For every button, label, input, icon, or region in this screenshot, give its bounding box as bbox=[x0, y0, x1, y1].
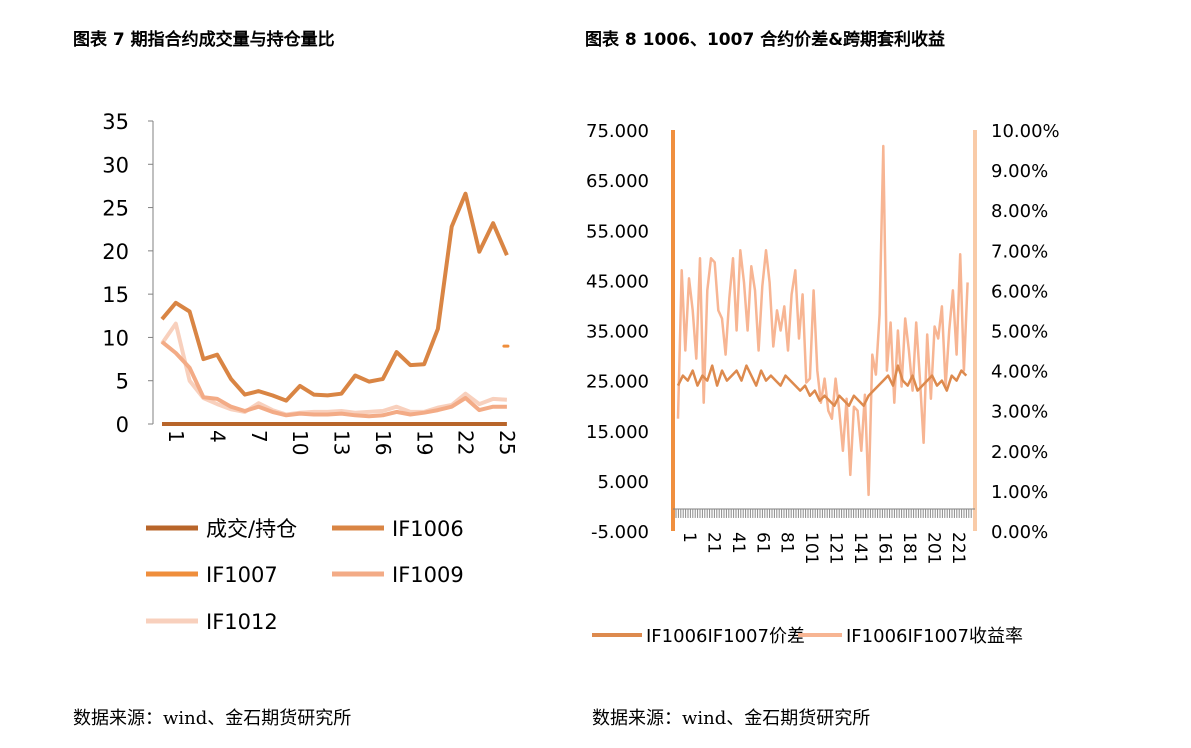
x-tick-label: 22 bbox=[454, 430, 478, 455]
left-y-tick-label: -5.000 bbox=[591, 522, 649, 543]
series-line-if1006 bbox=[160, 191, 509, 403]
right-chart: 75.00065.00055.00045.00035.00025.00015.0… bbox=[586, 121, 1060, 647]
legend-label: IF1009 bbox=[392, 563, 464, 587]
left-y-tick-label: 75.000 bbox=[586, 121, 649, 142]
x-tick-label: 181 bbox=[899, 532, 919, 564]
series-line-if1012 bbox=[160, 321, 508, 417]
y-tick-label: 10 bbox=[102, 326, 129, 350]
x-tick-label: 41 bbox=[728, 532, 748, 554]
x-axis-minor-ticks bbox=[675, 508, 972, 518]
left-y-tick-label: 35.000 bbox=[586, 322, 649, 343]
x-tick-label: 1 bbox=[679, 532, 699, 543]
left-y-tick-label: 5.000 bbox=[597, 472, 649, 493]
x-tick-label: 221 bbox=[948, 532, 968, 564]
x-tick-label: 161 bbox=[875, 532, 895, 564]
left-y-tick-label: 55.000 bbox=[586, 221, 649, 242]
right-y-tick-label: 0.00% bbox=[991, 522, 1048, 543]
x-tick-label: 13 bbox=[330, 430, 354, 455]
x-tick-label: 10 bbox=[288, 430, 312, 455]
left-y-tick-label: 15.000 bbox=[586, 422, 649, 443]
right-source-note: 数据来源：wind、金石期货研究所 bbox=[592, 708, 871, 729]
y-tick-label: 15 bbox=[102, 283, 129, 307]
x-tick-label: 16 bbox=[371, 430, 395, 455]
legend-label: IF1007 bbox=[206, 563, 278, 587]
left-y-tick-label: 65.000 bbox=[586, 171, 649, 192]
legend-label: IF1006IF1007价差 bbox=[646, 626, 805, 647]
x-tick-label: 81 bbox=[777, 532, 797, 554]
legend-label: IF1006 bbox=[392, 517, 464, 541]
left-y-tick-label: 25.000 bbox=[586, 372, 649, 393]
series-line-spread bbox=[676, 364, 968, 407]
x-tick-label: 201 bbox=[923, 532, 943, 564]
y-tick-label: 5 bbox=[116, 370, 129, 394]
x-tick-label: 19 bbox=[412, 430, 436, 455]
right-y-tick-label: 3.00% bbox=[991, 402, 1048, 423]
left-chart: 0 5 10 15 20 25 30 35 1 4 7 10 13 16 19 22 25 成交/持仓 IF1006… bbox=[102, 110, 519, 634]
right-y-tick-label: 8.00% bbox=[991, 201, 1048, 222]
x-tick-label: 61 bbox=[752, 532, 772, 554]
left-chart-title: 图表 7 期指合约成交量与持仓量比 bbox=[73, 30, 335, 50]
right-y-tick-label: 6.00% bbox=[991, 281, 1048, 302]
y-tick-label: 25 bbox=[102, 197, 129, 221]
x-tick-label: 141 bbox=[850, 532, 870, 564]
right-y-tick-label: 1.00% bbox=[991, 482, 1048, 503]
x-tick-label: 121 bbox=[826, 532, 846, 564]
right-y-tick-label: 2.00% bbox=[991, 442, 1048, 463]
x-tick-label: 1 bbox=[164, 430, 188, 443]
right-y-tick-label: 10.00% bbox=[991, 121, 1060, 142]
left-y-tick-label: 45.000 bbox=[586, 271, 649, 292]
right-y-tick-label: 9.00% bbox=[991, 161, 1048, 182]
y-tick-label: 30 bbox=[102, 153, 129, 177]
legend-label: 成交/持仓 bbox=[206, 517, 297, 541]
right-y-tick-label: 4.00% bbox=[991, 362, 1048, 383]
legend-label: IF1006IF1007收益率 bbox=[846, 626, 1023, 647]
right-chart-title: 图表 8 1006、1007 合约价差&跨期套利收益 bbox=[585, 30, 946, 50]
series-line-if1009 bbox=[160, 340, 507, 419]
x-tick-label: 25 bbox=[495, 430, 519, 455]
x-tick-label: 7 bbox=[247, 430, 271, 443]
y-tick-label: 35 bbox=[102, 110, 129, 134]
series-line-yield bbox=[676, 144, 969, 497]
x-tick-label: 21 bbox=[703, 532, 723, 554]
x-tick-label: 4 bbox=[205, 430, 229, 443]
left-source-note: 数据来源：wind、金石期货研究所 bbox=[73, 708, 352, 729]
legend-label: IF1012 bbox=[206, 610, 278, 634]
x-tick-label: 101 bbox=[801, 532, 821, 564]
y-tick-label: 20 bbox=[102, 240, 129, 264]
right-y-tick-label: 5.00% bbox=[991, 322, 1048, 343]
right-y-tick-label: 7.00% bbox=[991, 241, 1048, 262]
y-tick-label: 0 bbox=[116, 413, 129, 437]
